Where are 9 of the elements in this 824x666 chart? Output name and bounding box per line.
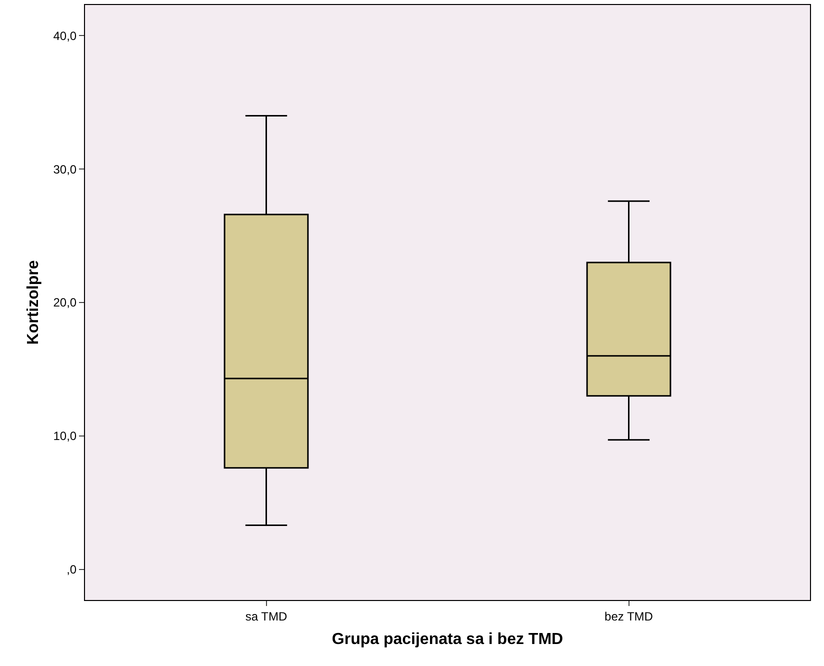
y-tick-label: 40,0 bbox=[53, 28, 77, 43]
x-axis-title: Grupa pacijenata sa i bez TMD bbox=[332, 631, 564, 648]
y-tick-label: 10,0 bbox=[53, 429, 77, 444]
y-tick-label: 30,0 bbox=[53, 162, 77, 176]
x-tick-label: bez TMD bbox=[604, 609, 654, 624]
x-tick-label: sa TMD bbox=[245, 609, 288, 624]
y-tick-label: 20,0 bbox=[53, 296, 77, 310]
y-axis-title: Kortizolpre bbox=[25, 260, 42, 345]
y-tick-label: ,0 bbox=[66, 562, 77, 577]
